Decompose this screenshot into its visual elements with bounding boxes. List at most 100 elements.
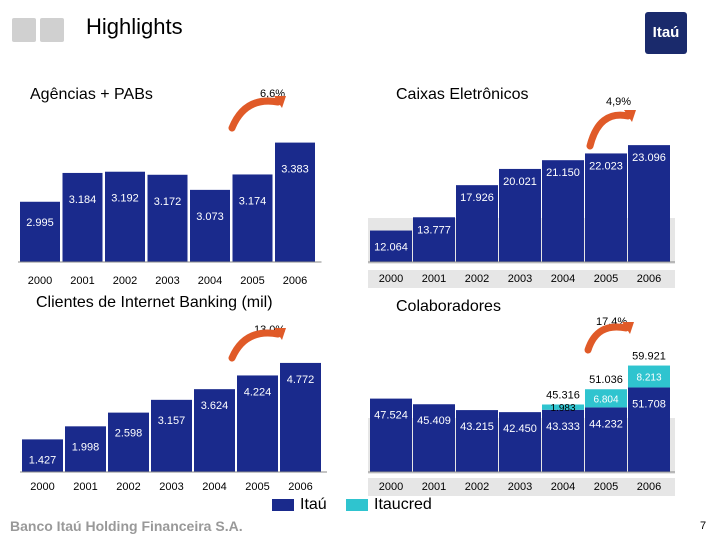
value-label-2-2001: 1.998 [72,441,100,453]
bar-0-2002 [105,171,145,262]
value-label-colab-itaucred-2006: 8.213 [636,372,661,383]
value-label-2-2003: 3.157 [158,415,186,427]
chart-title-colaboradores: Colaboradores [396,298,501,315]
legend-label-itaucred: Itaucred [374,496,432,513]
bar-colab-itau-2001 [413,404,455,472]
value-label-colab-itau-2003: 42.450 [503,423,537,435]
year-axis-band [368,270,675,288]
legend-label-itau: Itaú [300,496,327,513]
bar-colab-itau-2004 [542,409,584,472]
value-label-0-2005: 3.174 [239,195,267,207]
bar-colab-itaucred-2005 [585,389,627,408]
value-label-0-2006: 3.383 [281,164,309,176]
growth-arrow-colaboradores-shaft [584,323,630,354]
legend-swatch-itaucred [346,499,368,511]
year-label-2-2003: 2003 [159,481,183,493]
total-label-colab-2005: 51.036 [589,374,623,386]
bar-2-2003 [151,399,192,472]
year-axis-band-colab [368,478,675,496]
bar-0-2005 [232,174,273,262]
bar-colab-itaucred-2004 [542,404,584,410]
value-label-1-2004: 21.150 [546,167,580,179]
bar-colab-itau-2006 [628,387,670,472]
value-label-1-2000: 12.064 [374,242,408,254]
value-label-2-2002: 2.598 [115,428,143,440]
bar-0-2004 [190,189,230,262]
chart-title-agencias: Agências + PABs [30,86,153,103]
bar-2-2000 [22,439,63,472]
value-label-2-2000: 1.427 [29,454,57,466]
value-label-1-2005: 22.023 [589,160,623,172]
year-label-2-2004: 2004 [202,481,226,493]
bar-1-2004 [542,160,584,262]
growth-arrow-caixas-head [624,110,636,122]
year-label-2-2005: 2005 [245,481,269,493]
bar-2-2006 [280,362,321,472]
growth-arrow-agencias-head [274,96,286,108]
value-label-colab-itau-2001: 45.409 [417,415,451,427]
value-label-colab-itaucred-2005: 6.804 [593,394,618,405]
value-label-1-2003: 20.021 [503,176,537,188]
value-label-colab-itau-2006: 51.708 [632,398,666,410]
year-label-1-2000: 2000 [379,273,403,285]
bar-colab-itau-2000 [370,398,412,472]
value-label-2-2005: 4.224 [244,386,272,398]
growth-arrow-colaboradores-head [622,322,634,334]
value-label-0-2002: 3.192 [111,193,139,205]
year-label-2-2001: 2001 [73,481,97,493]
bar-colab-itau-2005 [585,407,627,472]
year-label-1-2001: 2001 [422,273,446,285]
year-label-1-2003: 2003 [508,273,532,285]
growth-arrow-agencias-shaft [228,97,282,132]
year-label-colab-2005: 2005 [594,481,618,493]
year-label-0-2001: 2001 [70,275,94,287]
bar-0-2001 [62,172,103,262]
page-title: Highlights [86,14,183,39]
bar-2-2002 [108,412,149,472]
bar-colab-itau-2003 [499,412,541,472]
bar-1-2006 [628,145,670,262]
chart-title-internet: Clientes de Internet Banking (mil) [36,294,273,311]
total-label-colab-2004: 45.316 [546,389,580,401]
total-label-colab-2006: 59.921 [632,351,666,363]
year-label-1-2004: 2004 [551,273,575,285]
year-label-0-2003: 2003 [155,275,179,287]
value-label-1-2001: 13.777 [417,224,451,236]
year-label-colab-2003: 2003 [508,481,532,493]
bar-1-2005 [585,153,627,262]
value-label-colab-itau-2000: 47.524 [374,410,408,422]
year-label-1-2002: 2002 [465,273,489,285]
header-bar: Highlights Itaú [0,0,720,56]
year-label-colab-2001: 2001 [422,481,446,493]
year-label-0-2004: 2004 [198,275,222,287]
value-label-2-2004: 3.624 [201,400,229,412]
year-label-1-2005: 2005 [594,273,618,285]
year-label-0-2000: 2000 [28,275,52,287]
bar-0-2000 [20,201,60,262]
value-label-colab-itau-2002: 43.215 [460,421,494,433]
year-label-colab-2006: 2006 [637,481,661,493]
year-label-0-2006: 2006 [283,275,307,287]
bar-2-2005 [237,375,278,472]
growth-caixas: 4,9% [606,96,632,108]
value-label-colab-itau-2004: 43.333 [546,421,580,433]
value-label-0-2001: 3.184 [69,194,97,206]
legend-swatch-itau [272,499,294,511]
decor-square [12,18,36,42]
page-number: 7 [700,520,707,532]
year-label-colab-2000: 2000 [379,481,403,493]
growth-arrow-internet-head [274,328,286,340]
growth-arrow-internet-shaft [228,329,282,362]
value-label-0-2000: 2.995 [26,217,54,229]
bar-0-2006 [275,142,315,262]
decor-square [40,18,64,42]
bar-colab-itau-2002 [456,410,498,472]
bar-0-2003 [147,174,188,262]
bar-2-2001 [65,426,106,472]
year-label-0-2005: 2005 [240,275,264,287]
year-label-2-2002: 2002 [116,481,140,493]
bar-1-2002 [456,185,498,262]
year-label-0-2002: 2002 [113,275,137,287]
bar-1-2001 [413,217,455,262]
chart-title-caixas: Caixas Eletrônicos [396,86,529,103]
